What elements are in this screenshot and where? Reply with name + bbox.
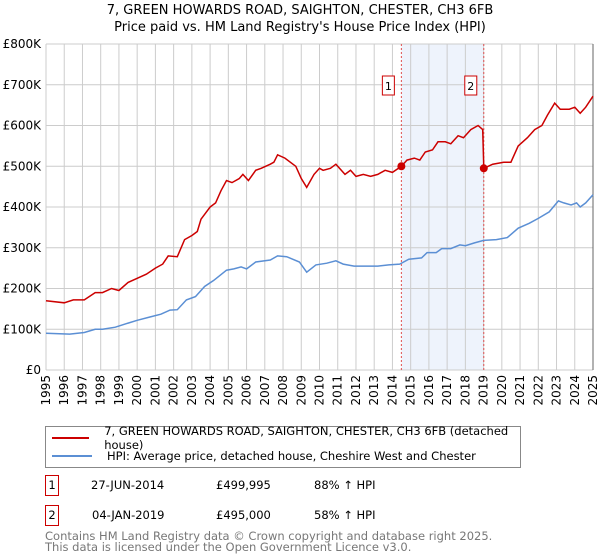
legend-swatch-red	[52, 437, 90, 439]
x-tick-label: 1999	[112, 375, 126, 406]
transaction-price: £495,000	[216, 508, 271, 522]
transaction-date: 27-JUN-2014	[91, 478, 165, 492]
hpi-series-line	[45, 194, 594, 335]
y-tick-label: £400K	[3, 200, 43, 214]
x-tick-label: 2002	[167, 375, 181, 406]
x-tick-label: 2021	[513, 375, 527, 406]
x-tick-label: 2005	[221, 375, 235, 406]
sale-label: 1	[385, 80, 392, 93]
x-tick-label: 2001	[148, 375, 162, 406]
x-tick-label: 2018	[458, 375, 472, 406]
sale-point	[397, 162, 406, 171]
x-tick-label: 2003	[185, 375, 199, 406]
footer-licence: This data is licensed under the Open Gov…	[45, 540, 412, 554]
price-chart: 1995 1996 1997 1998 1999 2000 2001 2002 2003 2004…	[3, 37, 600, 406]
transaction-hpi: 88% ↑ HPI	[314, 478, 376, 492]
x-tick-label: 2015	[404, 375, 418, 406]
x-tick-label: 1996	[57, 375, 71, 406]
x-tick-label: 2006	[240, 375, 254, 406]
y-tick-label: £0	[26, 363, 41, 377]
x-tick-label: 2014	[385, 375, 399, 406]
legend-item-property: 7, GREEN HOWARDS ROAD, SAIGHTON, CHESTER…	[52, 424, 520, 452]
x-tick-label: 2013	[367, 375, 381, 406]
legend-swatch-blue	[52, 455, 92, 457]
sale-point	[479, 164, 488, 173]
x-tick-label: 2025	[586, 375, 600, 406]
y-tick-label: £800K	[3, 37, 43, 51]
sale-label: 2	[467, 80, 474, 93]
y-tick-label: £100K	[3, 322, 43, 336]
x-tick-label: 1995	[39, 375, 53, 406]
x-tick-label: 2009	[294, 375, 308, 406]
x-tick-label: 2004	[203, 375, 217, 406]
y-tick-label: £200K	[3, 282, 43, 296]
property-series-line	[45, 95, 594, 304]
transaction-date: 04-JAN-2019	[92, 508, 165, 522]
y-tick-label: £600K	[3, 119, 43, 133]
transaction-badge: 2	[45, 505, 59, 526]
sale-label-box	[464, 75, 478, 96]
x-tick-label: 2000	[130, 375, 144, 406]
transaction-hpi: 58% ↑ HPI	[314, 508, 376, 522]
y-tick-label: £700K	[3, 78, 43, 92]
transaction-price: £499,995	[216, 478, 271, 492]
x-tick-label: 2023	[550, 375, 564, 406]
x-tick-label: 1997	[75, 375, 89, 406]
legend: 7, GREEN HOWARDS ROAD, SAIGHTON, CHESTER…	[45, 424, 521, 468]
x-tick-label: 2017	[440, 375, 454, 406]
legend-item-hpi: HPI: Average price, detached house, Ches…	[52, 448, 476, 464]
x-tick-label: 2010	[313, 375, 327, 406]
x-tick-label: 2007	[258, 375, 272, 406]
chart-title: 7, GREEN HOWARDS ROAD, SAIGHTON, CHESTER…	[106, 3, 494, 18]
x-tick-label: 2016	[422, 375, 436, 406]
x-tick-label: 2012	[349, 375, 363, 406]
x-tick-label: 2020	[495, 375, 509, 406]
legend-label: HPI: Average price, detached house, Ches…	[107, 449, 476, 463]
x-tick-label: 1998	[94, 375, 108, 406]
x-tick-label: 2022	[531, 375, 545, 406]
x-tick-label: 2019	[477, 375, 491, 406]
footer-copyright: Contains HM Land Registry data © Crown c…	[45, 529, 493, 543]
legend-label: 7, GREEN HOWARDS ROAD, SAIGHTON, CHESTER…	[104, 424, 509, 452]
x-tick-label: 2008	[276, 375, 290, 406]
x-tick-label: 2011	[331, 375, 345, 406]
transaction-badge: 1	[45, 475, 59, 496]
x-tick-label: 2024	[568, 375, 582, 406]
chart-subtitle: Price paid vs. HM Land Registry's House …	[114, 20, 486, 35]
y-tick-label: £500K	[3, 159, 43, 173]
y-tick-label: £300K	[3, 241, 43, 255]
sale-label-box	[381, 75, 395, 96]
